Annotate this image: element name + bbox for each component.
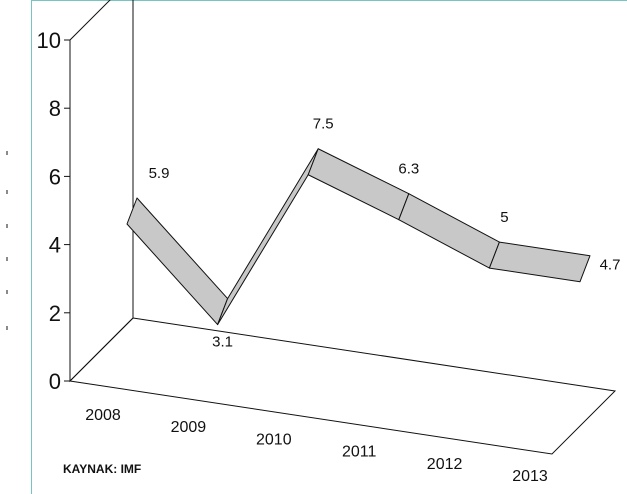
x-tick-label: 2008	[85, 407, 121, 424]
back-wall	[69, 0, 134, 383]
chart-axes	[68, 0, 617, 455]
y-tick-label: 6	[49, 164, 61, 189]
y-tick-label: 10	[37, 28, 61, 53]
x-axis-labels: 2008 2009 2010 2011 2012 2013	[85, 407, 548, 485]
data-label: 6.3	[398, 161, 419, 178]
x-tick-label: 2012	[427, 456, 463, 473]
ribbon-segment	[488, 241, 591, 283]
floor-plane	[68, 317, 617, 455]
chart-panel	[31, 0, 627, 494]
text-fragment	[6, 224, 8, 228]
x-tick-label: 2010	[256, 431, 292, 448]
data-label: 7.5	[313, 116, 334, 133]
ribbon-segment	[307, 148, 410, 221]
source-note: KAYNAK: IMF	[63, 462, 142, 476]
y-tick-label: 8	[49, 96, 61, 121]
x-tick-label: 2009	[171, 419, 207, 436]
text-fragment	[6, 190, 8, 194]
x-tick-label: 2013	[512, 468, 548, 485]
text-fragment	[6, 257, 8, 261]
text-fragment	[6, 326, 8, 330]
data-labels: 5.9 3.1 7.5 6.3 5 4.7	[149, 116, 621, 351]
ribbon-segment	[398, 193, 500, 269]
y-tick-label: 0	[49, 369, 61, 394]
data-label: 5	[500, 209, 508, 226]
text-fragment	[6, 151, 8, 155]
y-tick-label: 4	[49, 233, 61, 258]
x-tick-label: 2011	[342, 444, 377, 461]
data-label: 5.9	[149, 165, 170, 182]
y-axis-ticks: 0 2 4 6 8 10	[37, 28, 70, 394]
data-ribbon	[126, 148, 591, 326]
data-label: 3.1	[212, 334, 233, 351]
y-tick-label: 2	[49, 301, 61, 326]
left-text-fragments	[0, 0, 30, 494]
data-label: 4.7	[600, 257, 621, 274]
ribbon-segment	[126, 197, 229, 326]
text-fragment	[6, 290, 8, 294]
ribbon-segment	[217, 148, 319, 326]
